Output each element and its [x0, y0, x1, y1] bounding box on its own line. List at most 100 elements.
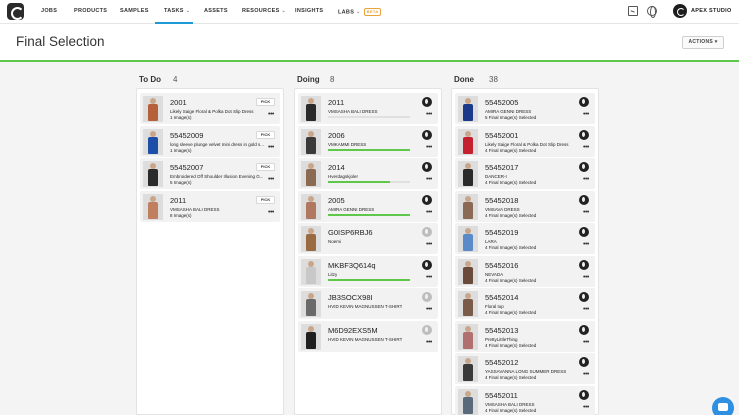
task-card[interactable]: 55452009 long sleeve plunge velvet mini d… [140, 125, 280, 157]
app-logo-icon[interactable] [7, 3, 24, 20]
product-thumbnail[interactable] [301, 258, 321, 285]
more-options-icon[interactable]: ••• [268, 143, 274, 151]
product-thumbnail[interactable] [143, 161, 163, 187]
more-options-icon[interactable]: ••• [583, 176, 589, 183]
product-thumbnail[interactable] [458, 258, 478, 285]
more-options-icon[interactable]: ••• [583, 306, 589, 313]
more-options-icon[interactable]: ••• [583, 403, 589, 411]
globe-icon[interactable] [647, 6, 657, 18]
assignee-avatar[interactable] [579, 389, 589, 400]
assignee-avatar[interactable] [422, 259, 432, 270]
nav-item-products[interactable]: PRODUCTS [74, 8, 107, 14]
assignee-avatar[interactable] [579, 162, 589, 172]
assignee-avatar[interactable] [579, 129, 589, 140]
product-thumbnail[interactable] [458, 291, 478, 317]
assignee-avatar[interactable] [579, 357, 589, 367]
pick-button[interactable]: PICK [256, 163, 275, 171]
more-options-icon[interactable]: ••• [426, 241, 432, 248]
more-options-icon[interactable]: ••• [426, 273, 432, 281]
task-card[interactable]: 55452016 NEVADA 4 Final Image(s) Selected •… [455, 255, 595, 287]
assignee-avatar[interactable] [422, 324, 432, 335]
assignee-avatar[interactable] [422, 129, 432, 140]
messages-icon[interactable] [628, 6, 638, 16]
product-thumbnail[interactable] [143, 96, 163, 122]
more-options-icon[interactable]: ••• [426, 338, 432, 346]
avatar[interactable] [673, 4, 687, 18]
task-card[interactable]: 2011 VMSASHA BALI DRESS ••• [298, 93, 438, 124]
product-thumbnail[interactable] [301, 226, 321, 252]
task-card[interactable]: 2006 VMKAMMI DRESS ••• [298, 125, 438, 157]
product-thumbnail[interactable] [458, 323, 478, 350]
nav-item-assets[interactable]: ASSETS [204, 8, 228, 14]
product-thumbnail[interactable] [458, 96, 478, 122]
chat-support-icon[interactable] [712, 397, 734, 415]
more-options-icon[interactable]: ••• [268, 176, 274, 183]
task-card[interactable]: 55452007 Embroidered Off Shoulder Illusio… [140, 158, 280, 189]
assignee-avatar[interactable] [579, 194, 589, 205]
task-card[interactable]: 55452014 Floral top 4 Final Image(s) Selec… [455, 288, 595, 319]
more-options-icon[interactable]: ••• [268, 111, 274, 118]
task-card[interactable]: G0ISP6RBJ6 Noemi ••• [298, 223, 438, 254]
actions-button[interactable]: ACTIONS ▾ [682, 36, 724, 49]
task-card[interactable]: 55452013 PrettyLittleThing 4 Final Image(s… [455, 320, 595, 352]
product-thumbnail[interactable] [458, 128, 478, 155]
more-options-icon[interactable]: ••• [583, 208, 589, 216]
nav-item-resources[interactable]: RESOURCES ⌄ [242, 8, 286, 14]
pick-button[interactable]: PICK [256, 195, 275, 204]
product-thumbnail[interactable] [143, 193, 163, 220]
more-options-icon[interactable]: ••• [426, 143, 432, 151]
task-card[interactable]: 2005 AMIRA GENNI DRESS ••• [298, 190, 438, 222]
product-thumbnail[interactable] [458, 226, 478, 252]
pick-button[interactable]: PICK [256, 98, 275, 106]
pick-button[interactable]: PICK [256, 130, 275, 139]
nav-item-jobs[interactable]: JOBS [41, 8, 57, 14]
nav-item-insights[interactable]: INSIGHTS [295, 8, 323, 14]
more-options-icon[interactable]: ••• [583, 111, 589, 118]
assignee-avatar[interactable] [422, 292, 432, 302]
more-options-icon[interactable]: ••• [426, 306, 432, 313]
product-thumbnail[interactable] [458, 356, 478, 382]
product-thumbnail[interactable] [458, 193, 478, 220]
studio-name[interactable]: APEX STUDIO [691, 8, 732, 14]
task-card[interactable]: 55452001 Likely Saige Floral & Polka Dot … [455, 125, 595, 157]
assignee-avatar[interactable] [579, 324, 589, 335]
assignee-avatar[interactable] [579, 227, 589, 237]
more-options-icon[interactable]: ••• [268, 208, 274, 216]
task-card[interactable]: 2001 Likely Saige Floral & Polka Dot Slip… [140, 93, 280, 124]
task-card[interactable]: 55452012 YASSAVANNA LONG SUMMER DRESS 4 Fi… [455, 353, 595, 384]
more-options-icon[interactable]: ••• [583, 273, 589, 281]
task-card[interactable]: 55452005 AMIRA GENNI DRESS 5 Final Image(s… [455, 93, 595, 124]
product-thumbnail[interactable] [301, 96, 321, 122]
nav-item-tasks[interactable]: TASKS ⌄ [164, 8, 190, 14]
assignee-avatar[interactable] [579, 259, 589, 270]
assignee-avatar[interactable] [422, 194, 432, 205]
more-options-icon[interactable]: ••• [426, 176, 432, 183]
task-card[interactable]: 2014 Hverdagskjoler ••• [298, 158, 438, 189]
task-card[interactable]: MKBF3Q614q Litzy ••• [298, 255, 438, 287]
assignee-avatar[interactable] [422, 162, 432, 172]
more-options-icon[interactable]: ••• [583, 338, 589, 346]
product-thumbnail[interactable] [458, 388, 478, 415]
task-card[interactable]: 55452019 LARA 4 Final Image(s) Selected ••• [455, 223, 595, 254]
more-options-icon[interactable]: ••• [583, 371, 589, 378]
nav-item-samples[interactable]: SAMPLES [120, 8, 149, 14]
assignee-avatar[interactable] [579, 97, 589, 107]
more-options-icon[interactable]: ••• [426, 208, 432, 216]
more-options-icon[interactable]: ••• [583, 241, 589, 248]
product-thumbnail[interactable] [458, 161, 478, 187]
product-thumbnail[interactable] [301, 291, 321, 317]
product-thumbnail[interactable] [301, 323, 321, 350]
task-card[interactable]: M6D92EXS5M HVID KEVIN MAGNUSSEN T-SHIRT ••… [298, 320, 438, 352]
assignee-avatar[interactable] [422, 97, 432, 107]
assignee-avatar[interactable] [422, 227, 432, 237]
task-card[interactable]: JB3SOCX98I HVID KEVIN MAGNUSSEN T-SHIRT ••… [298, 288, 438, 319]
task-card[interactable]: 55452011 VMSASHA BALI DRESS 4 Final Image(… [455, 385, 595, 415]
assignee-avatar[interactable] [579, 292, 589, 302]
product-thumbnail[interactable] [301, 193, 321, 220]
task-card[interactable]: 2011 VMSASHA BALI DRESS 8 Image(s) PICK ••• [140, 190, 280, 222]
task-card[interactable]: 55452017 DANCER-I 4 Final Image(s) Selecte… [455, 158, 595, 189]
nav-item-labs[interactable]: LABS ⌄ BETA [338, 8, 382, 16]
product-thumbnail[interactable] [143, 128, 163, 155]
more-options-icon[interactable]: ••• [426, 111, 432, 118]
product-thumbnail[interactable] [301, 161, 321, 187]
